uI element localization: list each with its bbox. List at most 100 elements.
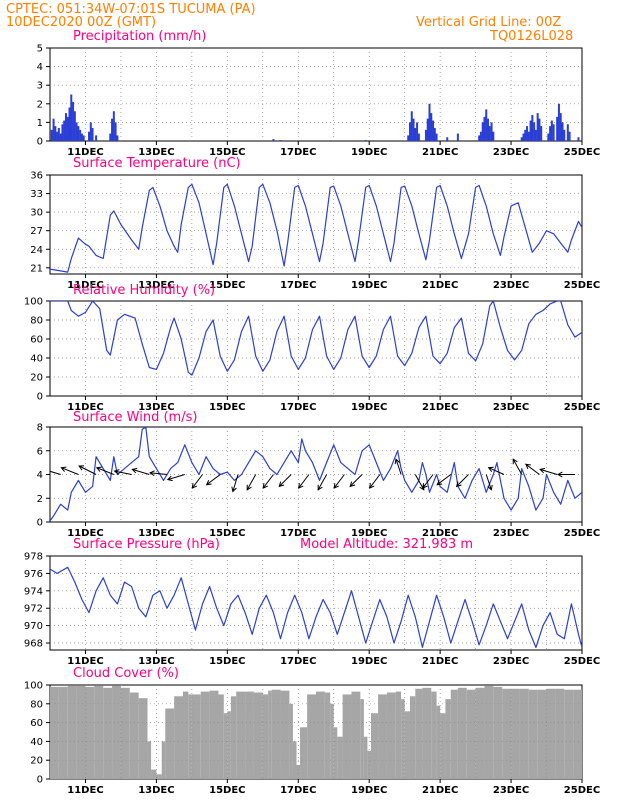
precip-bar	[364, 140, 367, 141]
wind-arrow	[167, 474, 185, 481]
wind-arrow-head	[436, 479, 443, 486]
precip-bar	[408, 122, 411, 141]
precip-xtick-label: 23DEC	[493, 147, 529, 158]
cloud-bar	[395, 691, 402, 779]
cloud-bar	[401, 699, 405, 779]
precip-bar	[490, 122, 493, 141]
precip-bar	[52, 118, 55, 141]
cloud-bar	[161, 741, 166, 779]
cloud-bar	[546, 688, 556, 779]
cloud-bar	[209, 690, 219, 779]
temp-ytick-label: 36	[30, 171, 43, 182]
precip-bar	[561, 122, 564, 141]
rh-xtick-label: 19DEC	[351, 402, 387, 413]
wind-arrow	[540, 468, 558, 475]
cloud-ytick-label: 60	[30, 718, 43, 729]
rh-panel: Relative Humidity (%) 0 20 40 60 80 100 11DEC 13…	[24, 283, 600, 413]
cloud-bar	[76, 685, 86, 779]
precip-bar	[430, 113, 433, 141]
wind-xtick-label: 23DEC	[493, 528, 529, 539]
temp-xtick-label: 15DEC	[209, 280, 245, 291]
precip-bar	[68, 107, 71, 141]
precip-bar	[563, 129, 566, 141]
wind-arrow-head	[278, 481, 285, 488]
cloud-bar	[511, 688, 520, 779]
model-code: TQ0126L028	[489, 29, 573, 44]
cloud-bar	[156, 774, 162, 779]
wind-arrow-head	[191, 483, 198, 489]
cloud-bars	[50, 685, 582, 779]
cloud-xtick-label: 17DEC	[280, 785, 316, 796]
precip-bar	[550, 120, 553, 141]
wind-xtick-label: 25DEC	[564, 528, 600, 539]
rh-xtick-label: 25DEC	[564, 402, 600, 413]
precip-bar	[82, 135, 85, 141]
precip-title: Precipitation (mm/h)	[73, 29, 206, 44]
cloud-ytick-label: 20	[30, 756, 43, 767]
grid-note: Vertical Grid Line: 00Z	[416, 15, 561, 30]
rh-title: Relative Humidity (%)	[73, 283, 215, 298]
precip-xtick-label: 15DEC	[209, 147, 245, 158]
precip-xtick-label: 25DEC	[564, 147, 600, 158]
pres-xtick-label: 15DEC	[209, 656, 245, 667]
precip-frame	[49, 47, 583, 142]
wind-arrow	[395, 459, 402, 475]
cloud-bar	[271, 689, 281, 779]
wind-arrow-head	[149, 470, 155, 477]
wind-arrow	[333, 474, 345, 489]
rh-xtick-label: 15DEC	[209, 402, 245, 413]
precip-bar	[112, 111, 115, 141]
precip-bar	[412, 118, 415, 141]
precip-bar	[433, 127, 436, 141]
precip-bar	[557, 103, 560, 141]
cloud-title: Cloud Cover (%)	[73, 666, 179, 681]
wind-series-line	[50, 427, 582, 522]
wind-arrow-head	[131, 467, 138, 474]
precip-bar	[536, 113, 539, 141]
pres-xtick-label: 19DEC	[351, 656, 387, 667]
precip-bar	[426, 118, 429, 141]
wind-xtick-label: 13DEC	[138, 528, 174, 539]
cloud-bar	[120, 687, 130, 779]
precip-bar	[66, 116, 69, 141]
precip-bar	[566, 124, 569, 141]
precip-ytick-label: 5	[37, 44, 43, 55]
precip-bar	[478, 135, 481, 141]
wind-arrow	[191, 474, 203, 489]
cloud-bar	[262, 694, 269, 779]
cloud-bar	[188, 694, 192, 779]
rh-series-line	[50, 301, 582, 376]
wind-xtick-label: 21DEC	[422, 528, 458, 539]
temp-panel: Surface Temperature (nC) 21 24 27 30 33 36 11DE…	[30, 156, 600, 291]
precip-bar	[435, 133, 438, 141]
precip-bar	[91, 127, 94, 141]
precip-bar	[479, 131, 482, 141]
pres-ytick-label: 976	[24, 569, 43, 580]
precip-bar	[529, 120, 532, 141]
precip-bar	[50, 129, 53, 141]
pres-xtick-label: 17DEC	[280, 656, 316, 667]
pres-series-line	[50, 566, 582, 649]
wind-arrow	[456, 474, 469, 487]
precip-bar	[540, 126, 543, 141]
wind-arrow-head	[556, 471, 563, 478]
cloud-bar	[367, 750, 371, 779]
cloud-bar	[280, 690, 290, 779]
cloud-bar	[436, 705, 441, 779]
precip-xtick-label: 21DEC	[422, 147, 458, 158]
cloud-bar	[457, 687, 467, 779]
cloud-bar	[289, 703, 293, 779]
cloud-ytick-label: 0	[37, 775, 43, 786]
precip-ytick-label: 4	[37, 62, 43, 73]
pres-panel: Surface Pressure (hPa) Model Altitude: 32…	[24, 537, 600, 667]
precip-bar	[526, 126, 529, 141]
cloud-bar	[218, 694, 224, 779]
temp-series-line	[50, 183, 582, 273]
cloud-bar	[337, 736, 343, 779]
cloud-bar	[466, 689, 476, 779]
cloud-xtick-label: 19DEC	[351, 785, 387, 796]
wind-arrow-head	[455, 481, 462, 488]
temp-ytick-label: 27	[30, 226, 43, 237]
cloud-xtick-label: 25DEC	[564, 785, 600, 796]
